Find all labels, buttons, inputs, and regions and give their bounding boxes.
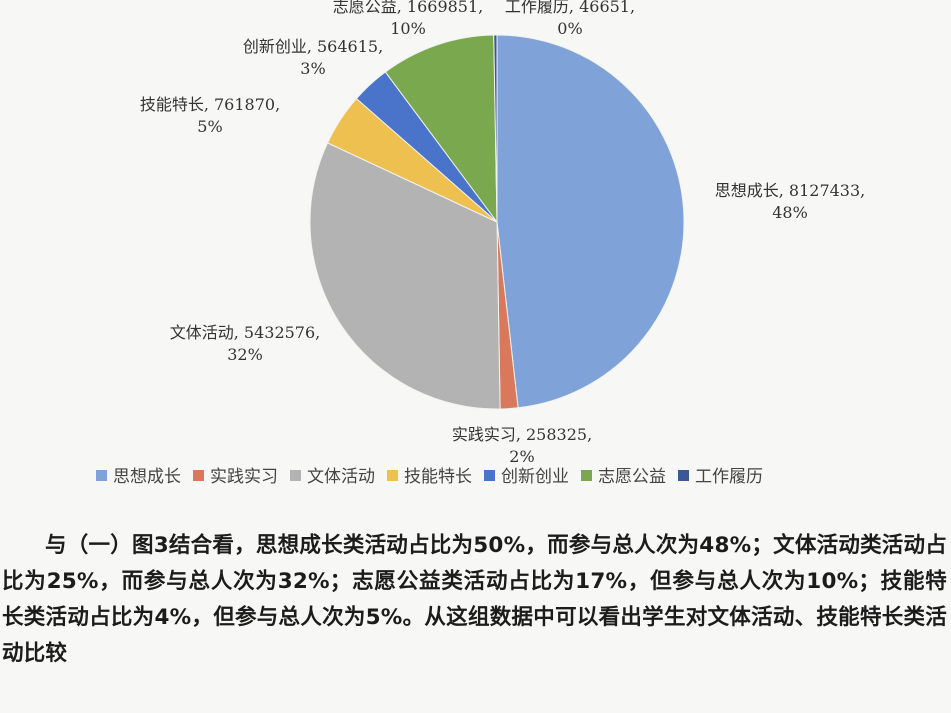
data-label-4: 创新创业, 564615, 3%	[243, 37, 383, 78]
legend-swatch-1	[193, 470, 204, 481]
legend-swatch-6	[678, 470, 689, 481]
data-label-2: 文体活动, 5432576, 32%	[170, 323, 321, 364]
data-label-3: 技能特长, 761870, 5%	[140, 95, 280, 136]
legend-label-1: 实践实习	[210, 467, 278, 487]
data-label-6: 工作履历, 46651, 0%	[505, 0, 635, 38]
pie-slice-6	[493, 34, 498, 223]
legend-swatch-2	[290, 470, 301, 481]
legend-label-2: 文体活动	[307, 467, 375, 487]
pie-slice-0	[496, 34, 685, 409]
legend-swatch-5	[581, 470, 592, 481]
pie-chart: 思想成长, 8127433, 48% 实践实习, 258325, 2% 文体活动, 54…	[96, 0, 866, 487]
legend-swatch-3	[387, 470, 398, 481]
legend-label-3: 技能特长	[404, 467, 472, 487]
data-label-1: 实践实习, 258325, 2%	[452, 425, 592, 466]
data-label-5: 志愿公益, 1669851, 10%	[333, 0, 484, 38]
pie-slice-2	[309, 142, 501, 410]
analysis-paragraph: 与（一）图3结合看，思想成长类活动占比为50%，而参与总人次为48%；文体活动类…	[2, 533, 947, 666]
legend-swatch-0	[96, 470, 107, 481]
data-label-0: 思想成长, 8127433, 48%	[715, 181, 866, 222]
legend-label-5: 志愿公益	[598, 467, 666, 487]
legend-label-0: 思想成长	[113, 467, 181, 487]
pie-slice-5	[384, 34, 498, 224]
legend-label-6: 工作履历	[695, 467, 763, 487]
legend-label-4: 创新创业	[501, 467, 569, 487]
legend-swatch-4	[484, 470, 495, 481]
